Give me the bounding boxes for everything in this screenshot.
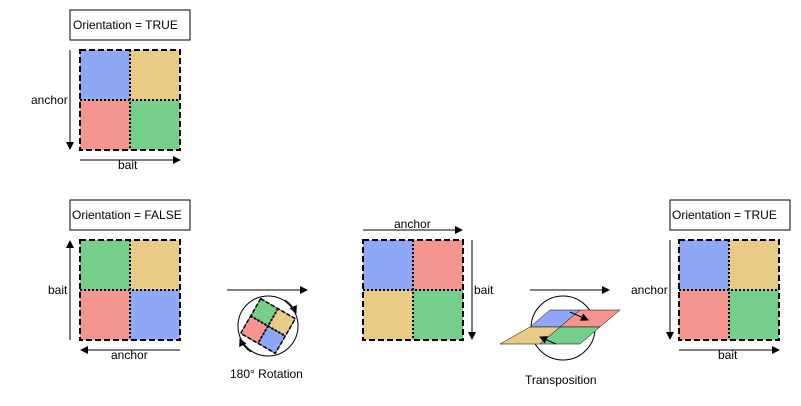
matrix-border	[79, 49, 181, 151]
vertical-axis-label: anchor	[31, 93, 68, 107]
horizontal-axis-label: anchor	[111, 348, 148, 362]
panel-title: Orientation = TRUE	[672, 208, 777, 222]
rotation-arrow-icon	[239, 338, 252, 353]
quadrant-top-left	[679, 240, 729, 290]
transpose-arrow-icon	[539, 336, 557, 345]
vertical-axis-label: bait	[48, 283, 68, 297]
title-box	[69, 9, 191, 41]
transposition-operation: Transposition	[499, 286, 621, 387]
quadrant-bottom-left	[80, 100, 130, 150]
transpose-arrow-icon	[569, 311, 589, 321]
inner-divider	[250, 315, 286, 337]
rotated-matrix	[239, 297, 297, 355]
quadrant-top-left	[363, 240, 413, 290]
rotation-circle-icon	[237, 295, 299, 357]
rotation-arrow-icon	[284, 299, 297, 314]
horizontal-axis-label: bait	[718, 348, 738, 362]
quadrant-bottom-right	[130, 100, 180, 150]
quadrant-bottom-left	[363, 290, 413, 340]
panel-orientation-false: Orientation = FALSE bait anchor	[48, 199, 191, 362]
panel-title: Orientation = FALSE	[72, 208, 182, 222]
panel-top-orientation-true: Orientation = TRUE anchor bait	[31, 9, 191, 172]
quadrant-bottom-right	[413, 290, 463, 340]
quadrant-bottom-right	[130, 290, 180, 340]
panel-rotated: anchor bait	[362, 217, 494, 341]
vertical-axis-label: anchor	[631, 283, 668, 297]
matrix-border	[678, 239, 780, 341]
title-box	[669, 199, 791, 231]
matrix-border	[362, 239, 464, 341]
quadrant-top-right	[729, 240, 779, 290]
panel-title: Orientation = TRUE	[73, 18, 178, 32]
horizontal-axis-label: anchor	[394, 217, 431, 231]
quadrant-top-right	[413, 240, 463, 290]
vertical-axis-label: bait	[474, 283, 494, 297]
quadrant-top-right	[130, 50, 180, 100]
panel-right-orientation-true: Orientation = TRUE anchor bait	[631, 199, 791, 362]
quadrant-bottom-left	[679, 290, 729, 340]
operation-label: Transposition	[525, 373, 597, 387]
quadrant-top-left	[80, 50, 130, 100]
quadrant-top-left	[80, 240, 130, 290]
operation-label: 180° Rotation	[230, 367, 303, 381]
quadrant-bottom-right	[729, 290, 779, 340]
quadrant-bottom-left	[80, 290, 130, 340]
matrix-border	[79, 239, 181, 341]
horizontal-axis-label: bait	[118, 158, 138, 172]
quadrant-top-right	[130, 240, 180, 290]
title-box	[69, 199, 191, 231]
rotation-operation: 180° Rotation	[227, 286, 308, 381]
